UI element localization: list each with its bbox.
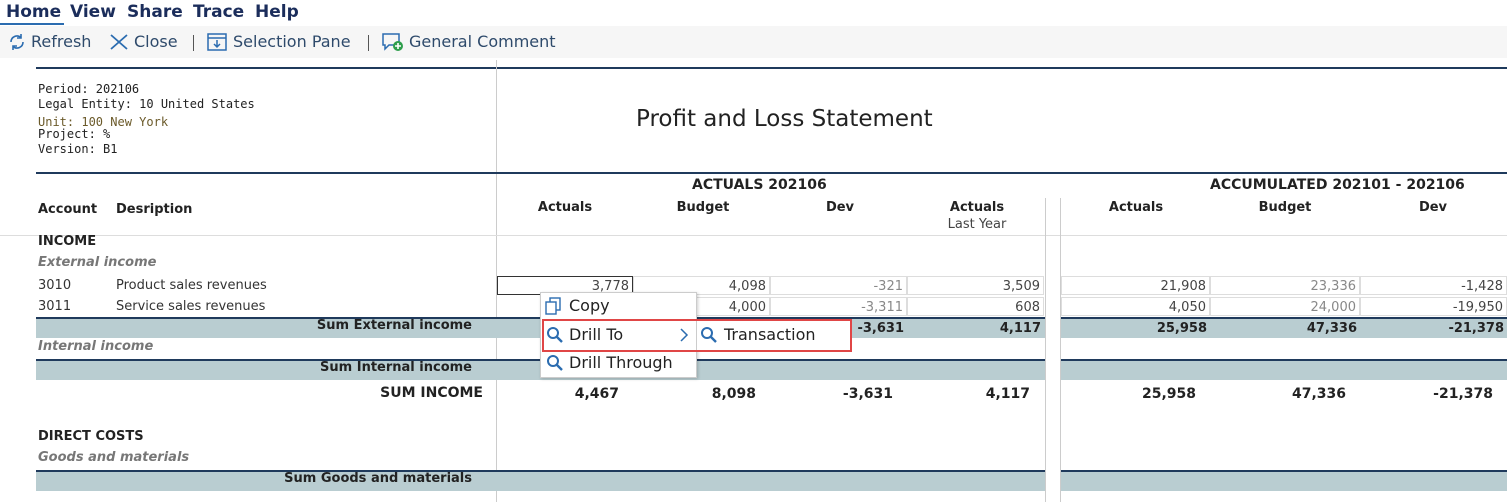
column-header: Dev: [1418, 200, 1448, 215]
menu-underline: [0, 23, 64, 25]
sum-band: [1061, 317, 1507, 338]
sum-band: [1061, 470, 1507, 491]
menu-share[interactable]: Share: [127, 2, 183, 22]
total-label: SUM INCOME: [380, 385, 483, 401]
description-header: Desription: [116, 202, 193, 217]
chevron: [680, 328, 689, 342]
account-code: 3011: [38, 299, 72, 314]
column-header: Budget: [676, 200, 730, 215]
column-header: Actuals: [537, 200, 593, 215]
value-cell: -3,311: [770, 297, 907, 316]
sum-band: [1061, 359, 1507, 380]
value-cell: 47,336: [1291, 386, 1346, 402]
info-unit: Unit: 100 New York: [38, 115, 169, 129]
separator: [368, 35, 369, 51]
value-cell: -3,631: [842, 386, 893, 402]
value-cell: -21,378: [1448, 321, 1504, 336]
section-label: INCOME: [38, 234, 97, 249]
drill-highlight: [542, 319, 852, 352]
toolbar: [0, 26, 1507, 58]
column-gap: [1060, 198, 1061, 502]
value-cell: 3,509: [907, 276, 1044, 295]
value-cell: -19,950: [1360, 297, 1507, 316]
value-cell: -321: [770, 276, 907, 295]
value-cell: 47,336: [1306, 321, 1357, 336]
sum-label: Sum External income: [316, 318, 472, 333]
last-year-label: Last Year: [947, 217, 1007, 232]
search-icon: [547, 327, 563, 343]
menu-drill-to[interactable]: Drill To: [569, 325, 624, 344]
menu-transaction[interactable]: Transaction: [724, 325, 816, 344]
menu-trace[interactable]: Trace: [193, 2, 245, 22]
close-icon: [110, 34, 128, 50]
group-header: ACTUALS 202106: [692, 177, 827, 193]
general-comment-button[interactable]: General Comment: [409, 32, 556, 51]
pane-divider: [496, 60, 497, 502]
section-label: DIRECT COSTS: [38, 429, 144, 444]
account-code: 3010: [38, 278, 72, 293]
group-label: External income: [38, 255, 157, 270]
value-cell: 23,336: [1210, 276, 1360, 295]
sum-band: [36, 470, 1045, 491]
account-header: Account: [38, 202, 98, 217]
menu-view[interactable]: View: [70, 2, 116, 22]
value-cell: 608: [907, 297, 1044, 316]
value-cell: -3,631: [857, 321, 904, 336]
sum-label: Sum Internal income: [320, 360, 472, 375]
column-header: Dev: [825, 200, 855, 215]
search-icon: [701, 327, 717, 343]
report-title: Profit and Loss Statement: [636, 106, 933, 132]
refresh-icon: [10, 34, 24, 50]
value-cell: 25,958: [1141, 386, 1196, 402]
refresh-button[interactable]: Refresh: [31, 32, 92, 51]
value-cell: 25,958: [1156, 321, 1207, 336]
group-header: ACCUMULATED 202101 - 202106: [1210, 177, 1465, 193]
header-rule: [36, 172, 1507, 174]
value-cell: 24,000: [1210, 297, 1360, 316]
value-cell: 4,050: [1061, 297, 1210, 316]
group-label: Goods and materials: [38, 450, 190, 465]
menu-help[interactable]: Help: [255, 2, 299, 22]
header-bottom: [0, 235, 1507, 236]
search-icon: [547, 355, 563, 371]
menu-home[interactable]: Home: [6, 2, 62, 22]
account-description: Service sales revenues: [116, 299, 266, 314]
column-header: Actuals: [949, 200, 1005, 215]
account-description: Product sales revenues: [116, 278, 267, 293]
value-cell: 8,098: [711, 386, 756, 402]
value-cell: 4,467: [574, 386, 619, 402]
column-gap: [1045, 198, 1046, 502]
group-label: Internal income: [38, 339, 154, 354]
sum-label: Sum Goods and materials: [284, 471, 472, 486]
value-cell: -21,378: [1433, 386, 1493, 402]
context-menu: [540, 292, 697, 378]
selection-pane-button[interactable]: Selection Pane: [233, 32, 351, 51]
info-project: Project: %: [38, 127, 111, 141]
column-header: Budget: [1258, 200, 1312, 215]
value-cell: -1,428: [1360, 276, 1507, 295]
column-header: Actuals: [1108, 200, 1164, 215]
selection-pane-icon: [207, 33, 227, 51]
header-rule: [36, 67, 1507, 69]
separator: [193, 35, 194, 51]
menu-drill-through[interactable]: Drill Through: [569, 353, 673, 372]
menu-copy[interactable]: Copy: [569, 296, 610, 315]
value-cell: 4,117: [999, 321, 1041, 336]
info-entity: Legal Entity: 10 United States: [38, 97, 255, 111]
value-cell: 4,117: [985, 386, 1030, 402]
info-period: Period: 202106: [38, 82, 140, 96]
comment-icon: [382, 33, 403, 51]
value-cell: 21,908: [1061, 276, 1210, 295]
copy-icon: [545, 297, 561, 315]
info-version: Version: B1: [38, 142, 118, 156]
value-cell: 4,098: [633, 276, 770, 295]
close-button[interactable]: Close: [134, 32, 178, 51]
